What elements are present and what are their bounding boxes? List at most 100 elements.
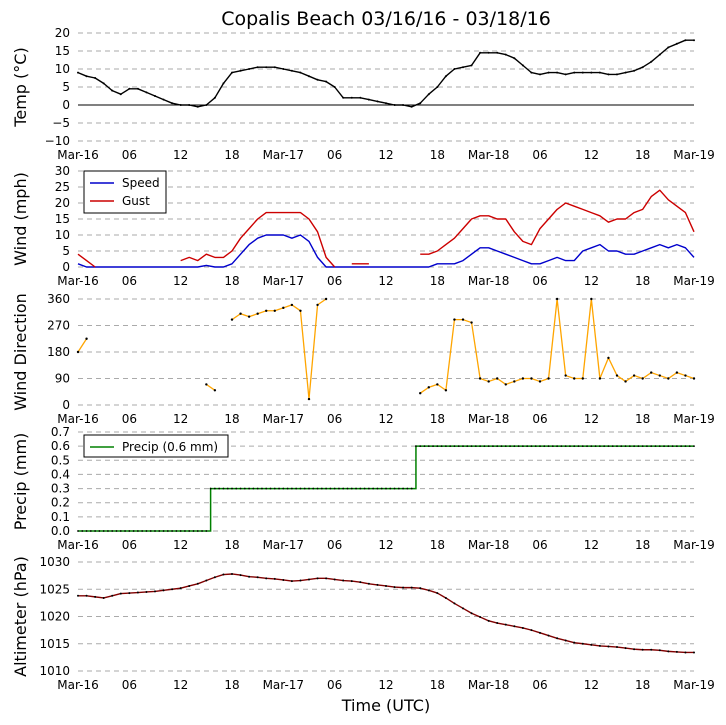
data-point: [573, 641, 576, 644]
data-point: [521, 445, 524, 448]
data-point: [453, 68, 456, 70]
data-point: [547, 445, 550, 448]
legend-label: Speed: [122, 176, 160, 190]
data-point: [111, 89, 114, 92]
data-point: [453, 602, 456, 605]
data-point: [654, 445, 657, 448]
data-point: [496, 377, 499, 380]
data-point: [149, 530, 152, 532]
data-point: [603, 445, 606, 448]
x-tick-label: 06: [327, 148, 342, 162]
y-axis-title: Wind Direction: [11, 293, 30, 411]
data-point: [119, 592, 122, 595]
data-point: [269, 487, 272, 490]
data-point: [282, 68, 285, 70]
data-point: [410, 586, 413, 589]
data-point: [419, 392, 422, 395]
data-point: [547, 71, 550, 74]
data-point: [141, 530, 144, 532]
data-point: [196, 582, 199, 585]
data-point: [77, 594, 79, 597]
x-tick-label: Mar-16: [57, 538, 98, 552]
data-point: [85, 594, 88, 597]
data-point: [667, 377, 670, 380]
data-point: [680, 445, 683, 448]
data-point: [530, 71, 533, 74]
data-point: [513, 445, 516, 448]
y-tick-label: 0.1: [51, 510, 70, 524]
data-point: [427, 445, 430, 448]
data-point: [427, 589, 430, 592]
data-point: [290, 303, 294, 307]
y-tick-label: 0: [62, 98, 70, 112]
data-point: [556, 71, 559, 74]
data-point: [213, 389, 217, 392]
data-point: [329, 487, 332, 490]
x-tick-label: Mar-19: [673, 538, 714, 552]
data-point: [496, 445, 499, 448]
x-tick-label: 18: [224, 538, 239, 552]
data-point: [641, 377, 644, 380]
data-point: [154, 530, 156, 532]
data-point: [509, 445, 511, 448]
x-tick-label: 18: [635, 538, 650, 552]
y-tick-label: 15: [55, 212, 70, 226]
y-axis-title: Wind (mph): [11, 172, 30, 266]
data-point: [449, 445, 452, 448]
x-axis-title: Time (UTC): [341, 696, 430, 715]
data-point: [646, 445, 648, 448]
x-tick-label: Mar-19: [673, 412, 714, 426]
data-point: [462, 66, 464, 69]
data-point: [89, 530, 92, 532]
data-point: [432, 445, 434, 448]
data-point: [693, 651, 695, 654]
y-tick-label: 360: [47, 292, 70, 306]
data-point: [166, 530, 169, 532]
data-point: [76, 350, 80, 354]
data-point: [154, 95, 156, 97]
data-point: [295, 487, 298, 490]
data-point: [107, 530, 109, 532]
data-point: [316, 487, 319, 490]
data-point: [581, 71, 584, 74]
data-point: [470, 445, 473, 448]
x-tick-label: Mar-18: [468, 538, 509, 552]
data-point: [479, 51, 482, 54]
data-point: [577, 445, 580, 448]
data-point: [205, 383, 208, 386]
data-point: [372, 487, 375, 490]
y-tick-label: 10: [55, 62, 70, 76]
data-point: [581, 445, 584, 448]
data-point: [196, 530, 199, 532]
data-point: [205, 579, 208, 582]
data-point: [521, 64, 524, 67]
data-point: [616, 445, 618, 448]
x-tick-label: 06: [122, 538, 137, 552]
data-point: [320, 487, 323, 490]
y-tick-label: 90: [55, 372, 70, 386]
data-point: [265, 309, 268, 312]
data-point: [470, 612, 473, 615]
data-point: [213, 96, 216, 99]
data-point: [77, 530, 79, 532]
data-point: [410, 487, 413, 490]
data-point: [641, 648, 644, 651]
data-point: [607, 445, 610, 448]
x-tick-label: 06: [327, 678, 342, 692]
x-tick-label: 06: [532, 538, 547, 552]
data-point: [389, 487, 392, 490]
data-point: [521, 626, 524, 629]
data-point: [94, 595, 97, 598]
x-tick-label: 18: [224, 274, 239, 288]
data-point: [273, 66, 276, 69]
data-point: [205, 104, 208, 106]
data-point: [427, 386, 430, 389]
x-tick-label: Mar-17: [263, 412, 304, 426]
data-point: [624, 380, 627, 383]
data-point: [556, 445, 559, 448]
data-point: [547, 377, 550, 380]
y-tick-label: 15: [55, 44, 70, 58]
x-tick-label: Mar-16: [57, 412, 98, 426]
